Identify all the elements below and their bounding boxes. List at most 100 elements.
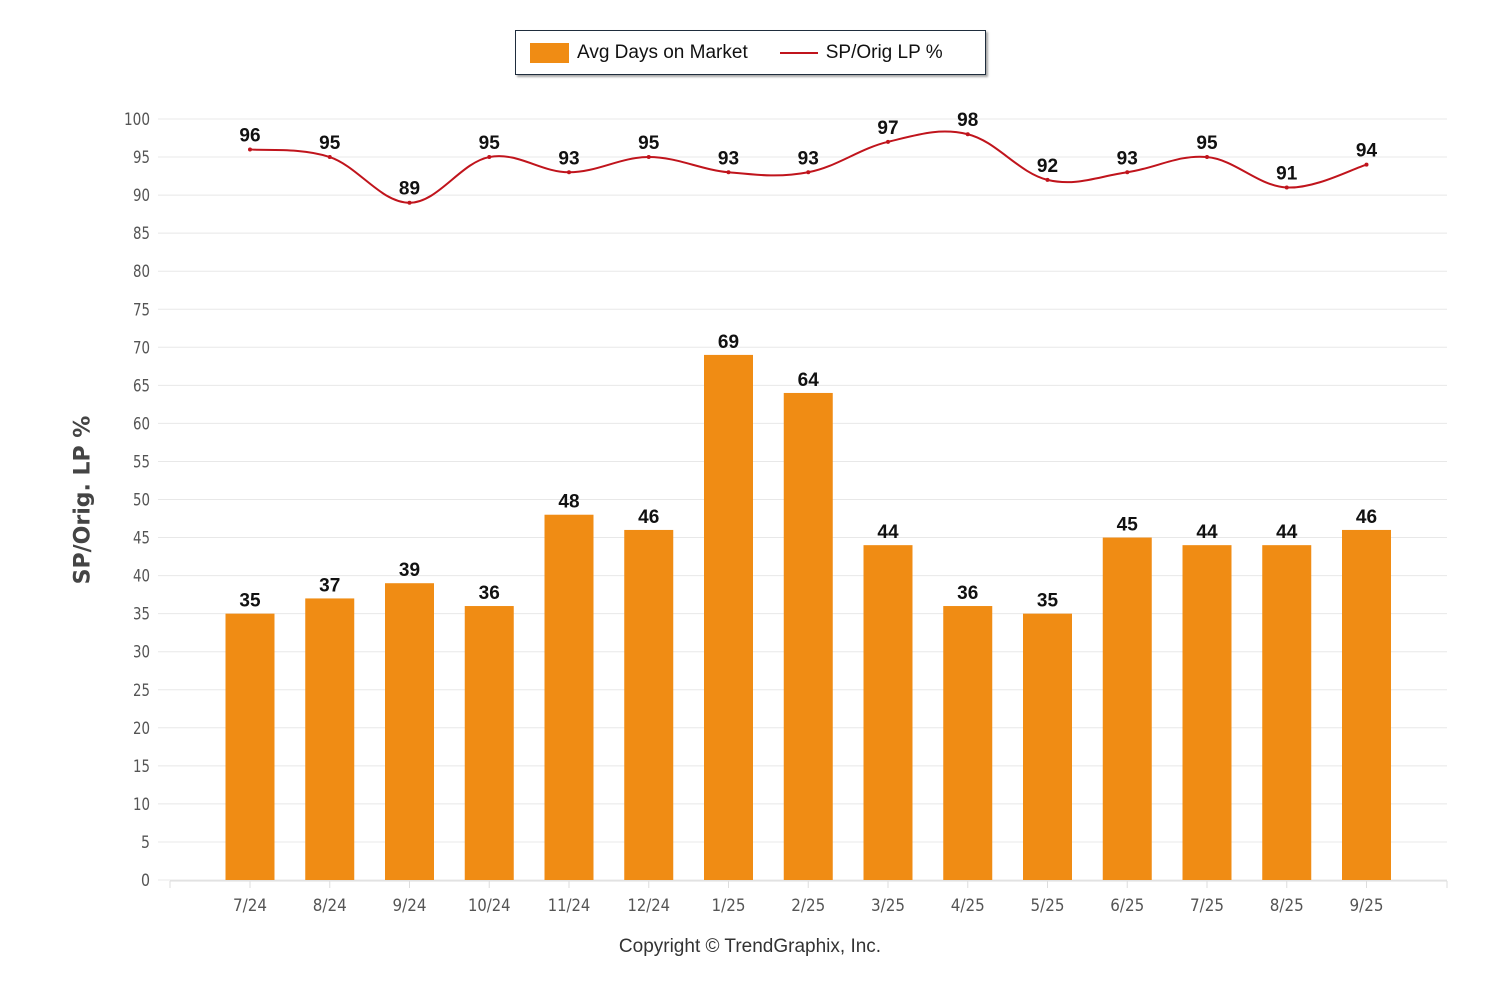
y-tick-label: 85 — [133, 224, 150, 244]
y-tick-label: 60 — [133, 414, 150, 434]
bar-data-label: 35 — [1037, 591, 1059, 612]
x-tick-label: 1/25 — [712, 896, 746, 916]
line-data-label: 93 — [1117, 148, 1138, 169]
copyright: Copyright © TrendGraphix, Inc. — [618, 936, 882, 957]
x-tick-label: 9/25 — [1350, 896, 1384, 916]
y-tick-label: 10 — [133, 795, 150, 815]
line-point — [1205, 155, 1209, 160]
bar-data-label: 36 — [957, 583, 978, 604]
y-tick-label: 95 — [133, 148, 150, 168]
x-tick-label: 12/24 — [628, 896, 671, 916]
x-tick-label: 11/24 — [548, 896, 591, 916]
bar-data-label: 45 — [1117, 515, 1139, 536]
bar — [1023, 613, 1072, 880]
line-data-label: 93 — [558, 148, 579, 169]
bar — [544, 514, 594, 880]
bar — [1262, 545, 1312, 880]
y-tick-label: 15 — [133, 757, 150, 777]
y-tick-label: 75 — [133, 300, 150, 320]
bar — [225, 613, 275, 880]
x-tick-label: 7/25 — [1190, 896, 1224, 916]
bar-data-label: 36 — [479, 583, 500, 604]
line-point — [567, 170, 571, 175]
line-point — [487, 155, 492, 160]
y-tick-label: 90 — [133, 186, 150, 206]
bar-data-labels: 35 37 39 36 48 46 69 64 44 36 35 45 44 44 46 — [239, 332, 1377, 612]
bar-data-label: 46 — [1356, 507, 1377, 528]
bar — [1342, 529, 1391, 880]
line-data-labels: 96 95 89 95 93 95 93 93 97 98 92 93 95 91 94 — [239, 110, 1377, 199]
legend-swatch-line — [779, 51, 818, 54]
line-point — [1125, 170, 1130, 175]
line-point — [1364, 162, 1369, 167]
y-axis-title: SP/Orig. LP % — [70, 415, 96, 585]
x-tick-label: 4/25 — [951, 896, 985, 916]
bar-data-label: 44 — [1196, 522, 1218, 543]
y-tick-label: 45 — [133, 529, 150, 549]
line-point — [726, 170, 731, 175]
line-point — [1284, 185, 1289, 190]
y-tick-label: 55 — [133, 452, 150, 472]
bar-data-label: 39 — [399, 560, 420, 581]
line-point — [646, 155, 651, 160]
line-data-label: 95 — [1196, 133, 1218, 154]
x-tick-label: 7/24 — [233, 896, 267, 916]
bar-data-label: 64 — [798, 370, 820, 391]
y-tick-label: 40 — [133, 567, 150, 587]
line-data-label: 98 — [957, 110, 978, 131]
line-data-label: 93 — [718, 148, 739, 169]
line-point — [886, 139, 890, 144]
bar — [943, 606, 993, 880]
x-tick-label: 8/25 — [1270, 896, 1304, 916]
line-data-label: 94 — [1356, 141, 1378, 162]
bar — [1102, 537, 1152, 880]
line-data-label: 93 — [798, 148, 819, 169]
y-tick-label: 20 — [133, 719, 150, 739]
bar — [385, 583, 434, 880]
legend-label-bar: Avg Days on Market — [577, 41, 748, 63]
bar — [624, 529, 674, 880]
bar — [464, 606, 514, 880]
bar — [704, 354, 753, 880]
line-point — [407, 200, 412, 205]
bar-data-label: 69 — [718, 332, 739, 353]
line-point — [965, 132, 970, 137]
legend: Avg Days on Market SP/Orig LP % — [515, 30, 986, 75]
y-tick-label: 50 — [133, 491, 150, 511]
y-tick-label: 65 — [133, 376, 150, 396]
line-data-label: 97 — [877, 118, 898, 139]
line-series — [248, 130, 1369, 205]
x-tick-label: 2/25 — [791, 896, 825, 916]
line-point — [1045, 177, 1050, 182]
bar — [1182, 545, 1232, 880]
y-tick-label: 100 — [124, 110, 150, 130]
bar-data-label: 35 — [239, 591, 261, 612]
bar-data-label: 44 — [877, 522, 899, 543]
line-data-label: 95 — [319, 133, 341, 154]
y-tick-label: 25 — [133, 681, 150, 701]
bar-data-label: 44 — [1276, 522, 1298, 543]
bar-series — [225, 354, 1391, 880]
x-tick-label: 8/24 — [313, 896, 347, 916]
x-tick-label: 3/25 — [871, 896, 905, 916]
bar — [305, 598, 355, 880]
y-tick-label: 5 — [141, 833, 150, 853]
bar-data-label: 48 — [558, 492, 579, 513]
y-tick-label: 35 — [133, 605, 150, 625]
bar-data-label: 46 — [638, 507, 659, 528]
legend-swatch-bar — [530, 42, 569, 63]
bar — [783, 392, 833, 880]
x-tick-label: 5/25 — [1031, 896, 1065, 916]
x-axis: 7/24 8/24 9/24 10/24 11/24 12/24 1/25 2/25 3/25 4… — [169, 880, 1448, 916]
y-tick-label: 0 — [141, 871, 150, 891]
line-point — [327, 155, 332, 160]
y-tick-label: 80 — [133, 262, 150, 282]
line-data-label: 91 — [1276, 163, 1298, 184]
bar-data-label: 37 — [319, 575, 340, 596]
x-tick-label: 9/24 — [393, 896, 427, 916]
line-data-label: 96 — [239, 125, 260, 146]
line-data-label: 89 — [399, 179, 420, 200]
bar — [863, 545, 913, 880]
y-axis-ticks: 0 5 10 15 20 25 30 35 40 45 50 55 60 65 70 75 80 85 90 95 10… — [124, 110, 150, 891]
